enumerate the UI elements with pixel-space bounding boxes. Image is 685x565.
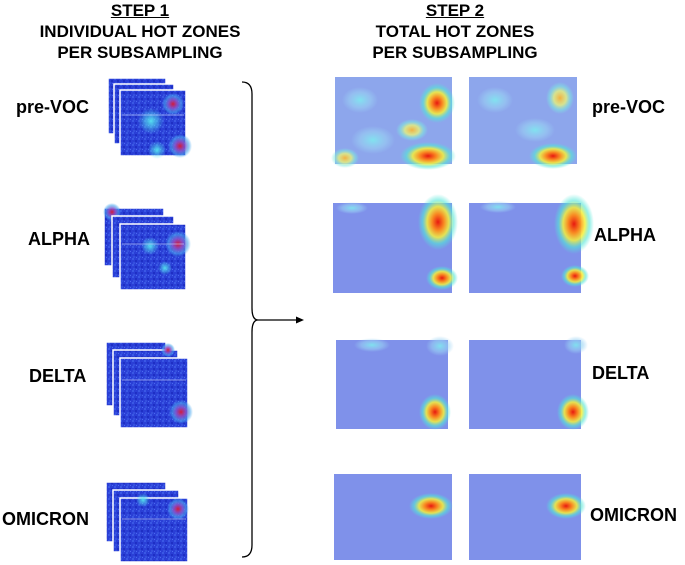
left-label-omicron: OMICRON: [2, 509, 89, 529]
stack-pre-voc: [107, 77, 192, 159]
stack-omicron: [105, 481, 189, 563]
step1-line1: INDIVIDUAL HOT ZONES: [39, 22, 241, 41]
heatmap-delta-a: [336, 336, 454, 430]
heatmap-delta-b: [469, 336, 589, 430]
step2-title: STEP 2: [425, 1, 485, 20]
heatmap-omicron-b: [469, 474, 586, 560]
right-label-alpha: ALPHA: [594, 225, 656, 245]
step1-heading: STEP 1 INDIVIDUAL HOT ZONES PER SUBSAMPL…: [4, 1, 276, 63]
left-label-pre-voc: pre-VOC: [16, 97, 90, 117]
heatmap-omicron-a: [334, 474, 453, 560]
step2-line2: PER SUBSAMPLING: [372, 43, 538, 62]
right-label-delta: DELTA: [592, 363, 650, 383]
right-label-pre-voc: pre-VOC: [592, 97, 666, 117]
step2-heading: STEP 2 TOTAL HOT ZONES PER SUBSAMPLING: [330, 1, 580, 63]
right-label-omicron: OMICRON: [590, 505, 677, 525]
heatmap-pre-voc-a: [331, 77, 456, 170]
step1-line2: PER SUBSAMPLING: [57, 43, 223, 62]
stack-alpha: [103, 203, 191, 291]
stack-delta: [105, 341, 193, 429]
heatmap-pre-voc-b: [469, 77, 577, 169]
step1-title: STEP 1: [110, 1, 170, 20]
left-label-delta: DELTA: [29, 366, 87, 386]
step2-line1: TOTAL HOT ZONES: [375, 22, 535, 41]
bracket-arrow: [241, 81, 304, 558]
heatmap-alpha-a: [333, 194, 458, 293]
heatmap-alpha-b: [469, 194, 594, 293]
left-label-alpha: ALPHA: [28, 229, 90, 249]
